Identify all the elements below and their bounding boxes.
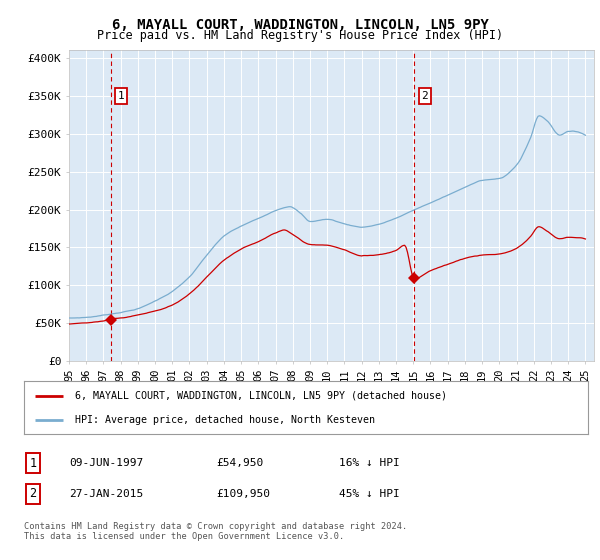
Text: £109,950: £109,950 — [216, 489, 270, 499]
Text: 2: 2 — [421, 91, 428, 101]
Text: 6, MAYALL COURT, WADDINGTON, LINCOLN, LN5 9PY (detached house): 6, MAYALL COURT, WADDINGTON, LINCOLN, LN… — [75, 391, 447, 401]
Text: 1: 1 — [29, 456, 37, 470]
Text: 45% ↓ HPI: 45% ↓ HPI — [339, 489, 400, 499]
Text: 6, MAYALL COURT, WADDINGTON, LINCOLN, LN5 9PY: 6, MAYALL COURT, WADDINGTON, LINCOLN, LN… — [112, 18, 488, 32]
Text: 09-JUN-1997: 09-JUN-1997 — [69, 458, 143, 468]
Text: HPI: Average price, detached house, North Kesteven: HPI: Average price, detached house, Nort… — [75, 415, 375, 425]
Text: 16% ↓ HPI: 16% ↓ HPI — [339, 458, 400, 468]
Text: 27-JAN-2015: 27-JAN-2015 — [69, 489, 143, 499]
Text: Price paid vs. HM Land Registry's House Price Index (HPI): Price paid vs. HM Land Registry's House … — [97, 29, 503, 42]
Text: 2: 2 — [29, 487, 37, 501]
Text: Contains HM Land Registry data © Crown copyright and database right 2024.
This d: Contains HM Land Registry data © Crown c… — [24, 522, 407, 542]
Text: £54,950: £54,950 — [216, 458, 263, 468]
Text: 1: 1 — [118, 91, 125, 101]
